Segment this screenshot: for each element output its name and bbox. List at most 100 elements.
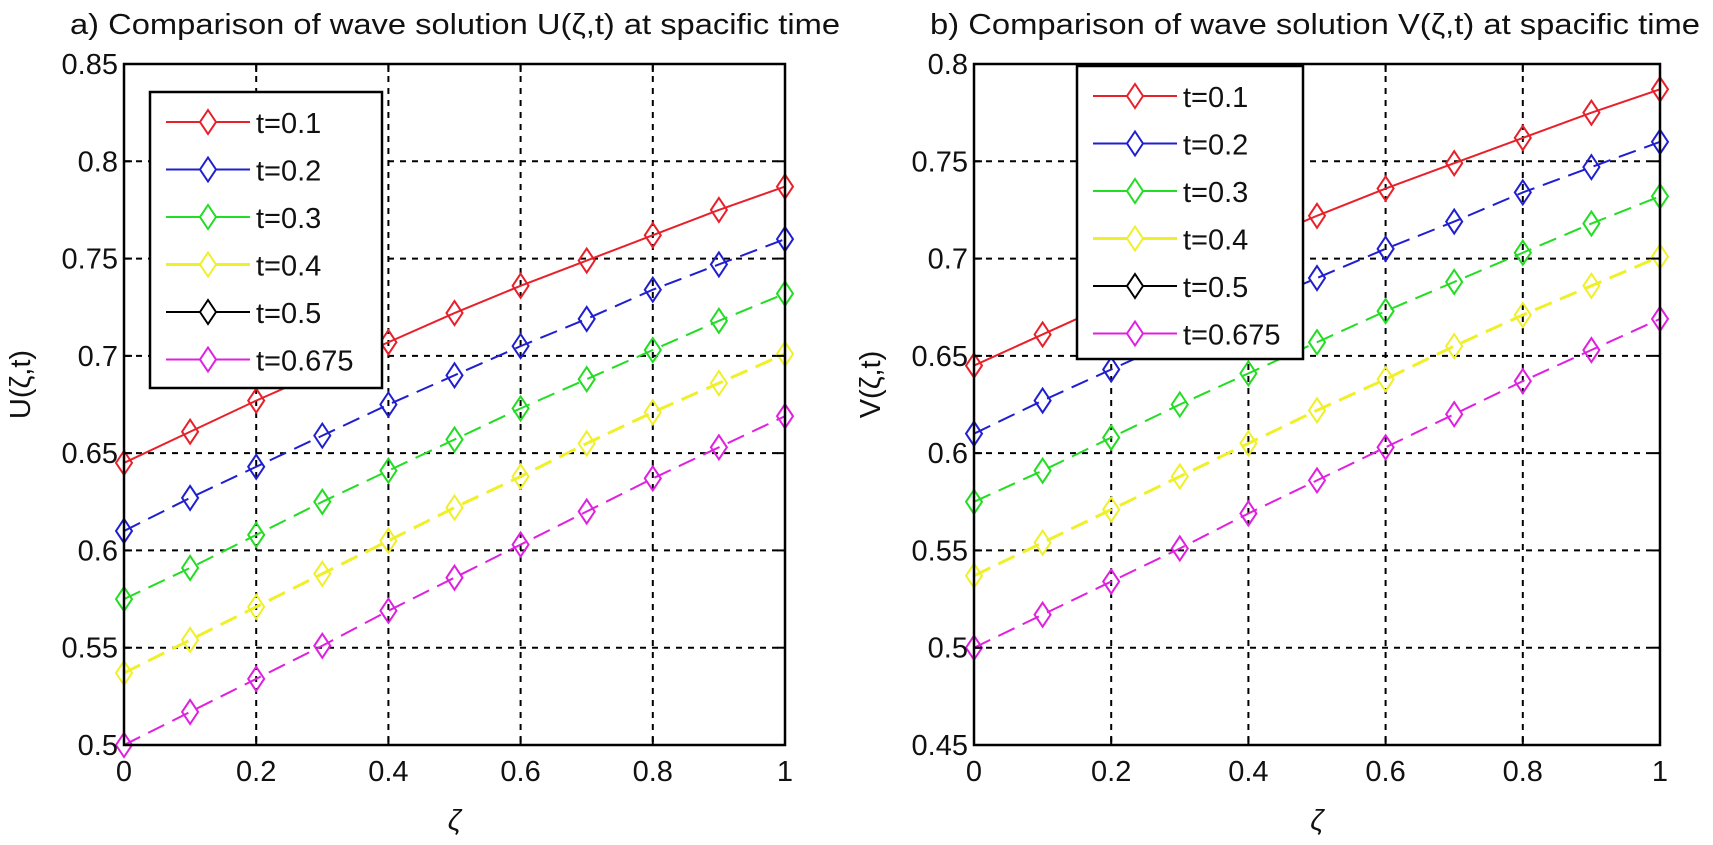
data-point xyxy=(577,365,596,394)
data-point xyxy=(511,394,530,423)
legend-label: t=0.3 xyxy=(1183,177,1248,209)
data-point xyxy=(1307,201,1327,230)
x-tick-label: 0.2 xyxy=(236,756,276,788)
series-line-t=0.4 xyxy=(973,255,1661,578)
x-axis-label: ζ xyxy=(1310,805,1325,837)
data-point xyxy=(1582,209,1601,238)
data-point xyxy=(577,429,596,458)
data-point xyxy=(1101,567,1121,596)
y-axis-label: U(ζ,t) xyxy=(5,350,37,419)
data-point xyxy=(1307,328,1327,357)
data-point xyxy=(1513,238,1533,267)
data-point xyxy=(1444,400,1464,429)
diamond-marker-icon xyxy=(198,250,218,279)
data-point xyxy=(180,626,200,654)
data-point xyxy=(643,398,663,427)
data-point xyxy=(114,731,134,759)
data-point xyxy=(1033,600,1052,629)
data-point xyxy=(709,307,729,335)
panel-b: b) Comparison of wave solution V(ζ,t) at… xyxy=(855,9,1700,837)
data-point xyxy=(511,272,530,300)
diamond-marker-icon xyxy=(198,203,218,231)
chart-title: a) Comparison of wave solution U(ζ,t) at… xyxy=(70,9,840,41)
data-point xyxy=(1170,462,1190,491)
series-line-t=0.1 xyxy=(123,185,786,464)
legend-label: t=0.2 xyxy=(256,156,321,188)
y-tick-label: 0.6 xyxy=(928,438,968,470)
data-point xyxy=(1582,98,1601,127)
series-line-t=0.3 xyxy=(973,195,1661,503)
data-point xyxy=(1513,301,1533,329)
data-point xyxy=(445,299,464,327)
legend-label: t=0.675 xyxy=(1183,320,1281,352)
data-point xyxy=(643,336,663,364)
y-tick-label: 0.8 xyxy=(78,146,118,178)
data-point xyxy=(1444,149,1464,178)
plot-area-frame xyxy=(972,62,1662,747)
diamond-marker-icon xyxy=(1125,177,1145,205)
data-point xyxy=(1239,359,1258,388)
data-point xyxy=(1101,423,1121,452)
diamond-marker-icon xyxy=(1125,224,1145,253)
series-line-t=0.675 xyxy=(973,317,1661,649)
data-point xyxy=(1101,495,1121,524)
data-point xyxy=(1582,336,1601,364)
data-point xyxy=(1444,207,1464,236)
data-point xyxy=(643,464,663,493)
data-point xyxy=(1376,433,1395,462)
legend-entry: t=0.3 xyxy=(166,203,321,235)
x-tick-label: 1 xyxy=(777,756,793,788)
x-tick-label: 0 xyxy=(966,756,982,788)
legend-entry: t=0.5 xyxy=(1093,272,1248,304)
x-tick-label: 0 xyxy=(116,756,132,788)
data-point xyxy=(445,563,464,592)
x-tick-label: 0.4 xyxy=(368,756,408,788)
series-line-t=0.2 xyxy=(123,238,786,532)
y-tick-label: 0.75 xyxy=(62,244,118,276)
data-point xyxy=(180,698,200,726)
x-tick-label: 1 xyxy=(1652,756,1668,788)
data-point xyxy=(246,665,266,693)
data-point xyxy=(445,361,464,390)
legend-label: t=0.4 xyxy=(1183,225,1248,257)
data-point xyxy=(313,559,332,588)
diamond-marker-icon xyxy=(1125,82,1145,110)
y-tick-label: 0.5 xyxy=(928,633,968,665)
data-point xyxy=(643,275,663,304)
data-point xyxy=(379,390,398,419)
data-point xyxy=(246,386,266,415)
x-axis-label: ζ xyxy=(448,805,463,837)
legend-entry: t=0.675 xyxy=(1093,320,1281,352)
legend: t=0.1 t=0.2 t=0.3 t=0.4 t=0.5 t=0.675 xyxy=(148,90,384,390)
series-line-t=0.2 xyxy=(973,140,1661,435)
legend-label: t=0.4 xyxy=(256,251,321,283)
chart-title: b) Comparison of wave solution V(ζ,t) at… xyxy=(930,9,1700,41)
data-point xyxy=(1033,386,1052,415)
data-point xyxy=(1307,466,1327,495)
data-point xyxy=(511,462,530,491)
y-tick-label: 0.5 xyxy=(78,730,118,762)
x-tick-label: 0.4 xyxy=(1228,756,1268,788)
data-point xyxy=(1033,528,1052,557)
data-point xyxy=(1239,499,1258,528)
y-tick-label: 0.6 xyxy=(78,535,118,567)
data-point xyxy=(1307,396,1327,425)
data-point xyxy=(379,526,398,555)
data-point xyxy=(1513,124,1533,152)
data-point xyxy=(313,487,332,516)
y-tick-label: 0.65 xyxy=(912,341,968,373)
data-point xyxy=(577,246,596,275)
data-point xyxy=(709,369,729,397)
series-line-t=0.675 xyxy=(123,415,786,746)
legend-box xyxy=(148,90,384,390)
data-point xyxy=(180,554,200,582)
legend-entry: t=0.2 xyxy=(1093,130,1248,162)
series-line-t=0.4 xyxy=(123,352,786,675)
legend-label: t=0.1 xyxy=(256,108,321,140)
x-tick-label: 0.6 xyxy=(500,756,540,788)
y-axis-label: V(ζ,t) xyxy=(855,351,887,419)
series-line-t=0.3 xyxy=(123,292,786,600)
x-tick-label: 0.2 xyxy=(1091,756,1131,788)
y-tick-label: 0.7 xyxy=(78,341,118,373)
